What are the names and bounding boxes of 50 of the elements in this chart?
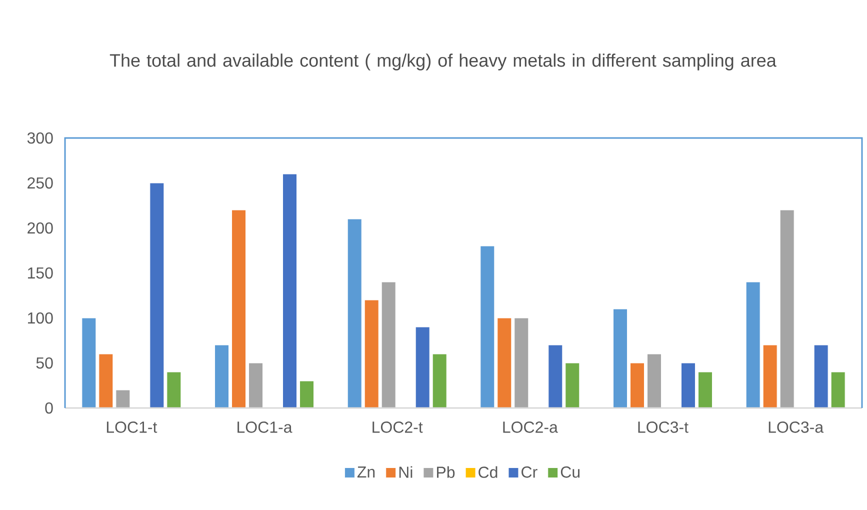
legend-label: Cr: [522, 466, 538, 478]
bar: [116, 390, 130, 408]
legend-label: Pb: [437, 466, 455, 478]
bar: [630, 362, 644, 408]
bar: [300, 380, 314, 408]
bar: [680, 362, 696, 408]
bar: [780, 210, 794, 408]
bar: [514, 318, 529, 408]
bar: [98, 354, 114, 408]
bar: [480, 246, 495, 408]
bar: [282, 174, 298, 408]
bar: [166, 372, 182, 408]
bar: [432, 354, 447, 408]
x-tick-label: LOC3-a: [768, 422, 824, 433]
x-tick-label: LOC3-t: [638, 422, 688, 433]
x-tick-label: LOC1-t: [106, 422, 158, 433]
bar: [647, 354, 662, 408]
chart-title: The total and available content ( mg/kg) of heavy metals in different sampling area: [110, 54, 776, 70]
y-tick-label: 300: [27, 132, 53, 144]
y-tick-label: 150: [28, 267, 53, 279]
x-tick-label: LOC1-a: [238, 422, 292, 433]
y-tick-label: 100: [28, 312, 53, 324]
bar: [565, 362, 580, 408]
bar: [698, 372, 712, 408]
bar: [364, 300, 379, 408]
bar: [232, 210, 246, 408]
bar: [150, 182, 164, 408]
legend-label: Cu: [560, 466, 580, 478]
bar: [381, 282, 396, 408]
y-tick-label: 250: [28, 177, 53, 189]
y-tick-label: 0: [45, 402, 53, 414]
bar: [613, 308, 628, 408]
bar: [82, 318, 96, 408]
legend-label: Cd: [478, 466, 498, 478]
y-tick-label: 200: [28, 222, 53, 234]
bar: [347, 218, 362, 408]
bar: [762, 344, 778, 408]
legend-label: Zn: [357, 466, 375, 478]
legend-label: Ni: [399, 466, 412, 478]
bar: [746, 282, 760, 408]
bar: [214, 344, 230, 408]
x-tick-label: LOC2-a: [503, 422, 558, 433]
bar: [814, 344, 828, 408]
bar: [415, 326, 430, 408]
x-tick-label: LOC2-t: [372, 422, 423, 433]
bar: [497, 318, 512, 408]
bar: [830, 372, 846, 408]
y-tick-label: 50: [36, 357, 53, 369]
bar: [548, 344, 563, 408]
bar: [248, 362, 264, 408]
